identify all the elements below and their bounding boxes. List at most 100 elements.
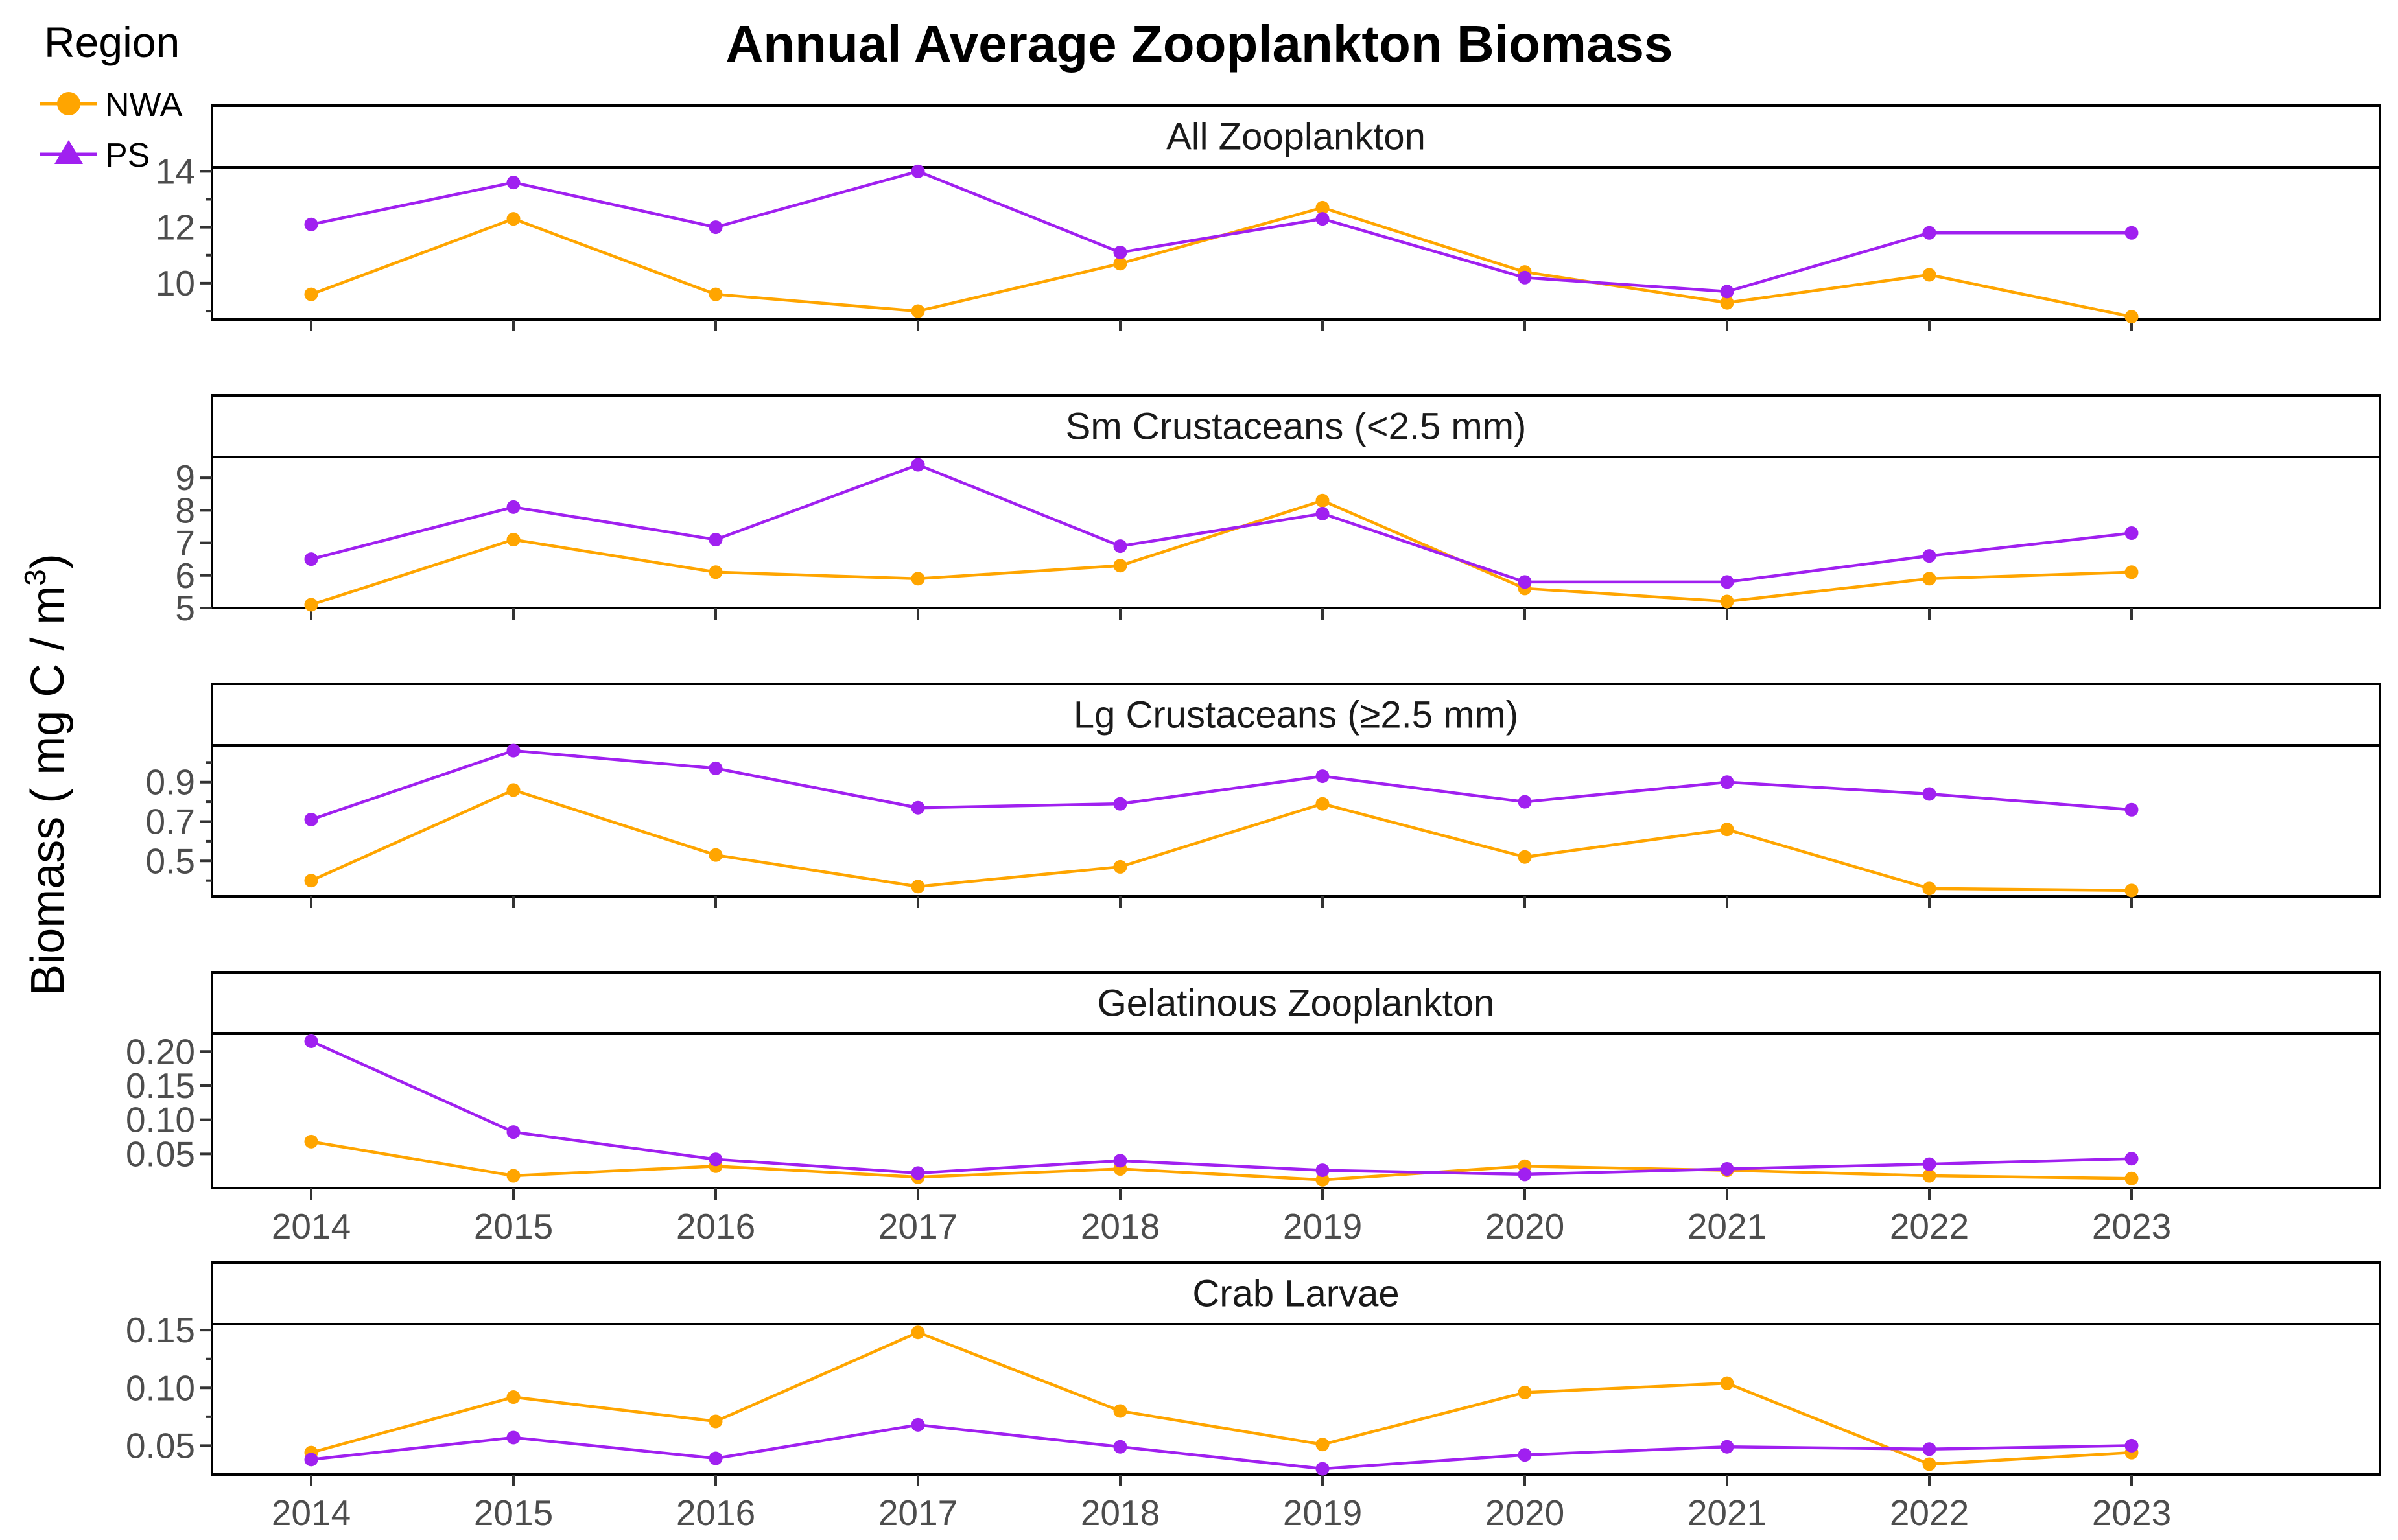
data-point-ps bbox=[709, 220, 723, 235]
data-point-ps bbox=[1922, 787, 1936, 801]
data-point-ps bbox=[1720, 285, 1734, 299]
data-point-nwa bbox=[1922, 268, 1936, 282]
data-point-ps bbox=[1315, 1163, 1330, 1178]
data-point-nwa bbox=[2124, 1171, 2139, 1185]
series-line-ps bbox=[311, 463, 2132, 584]
data-point-ps bbox=[1315, 212, 1330, 226]
panel-strip-label: Crab Larvae bbox=[1192, 1273, 1399, 1315]
y-tick-label: 0.05 bbox=[126, 1134, 195, 1174]
series-line-nwa bbox=[311, 499, 2132, 607]
x-tick-label: 2022 bbox=[1890, 1206, 1969, 1246]
legend-marker-ps bbox=[54, 140, 83, 164]
data-point-ps bbox=[911, 164, 925, 178]
data-point-nwa bbox=[1113, 859, 1127, 874]
data-point-nwa bbox=[709, 287, 723, 301]
legend-label-ps: PS bbox=[105, 137, 150, 174]
data-point-ps bbox=[1922, 226, 1936, 240]
data-point-ps bbox=[1518, 1167, 1532, 1182]
data-point-ps bbox=[709, 533, 723, 547]
series-line-nwa bbox=[311, 788, 2132, 892]
x-tick-label: 2019 bbox=[1283, 1493, 1362, 1533]
y-axis-label-superscript: 3 bbox=[18, 569, 52, 586]
data-point-nwa bbox=[911, 1325, 925, 1340]
x-tick-label: 2023 bbox=[2092, 1493, 2171, 1533]
panel-strip bbox=[211, 971, 2381, 1035]
y-tick-label: 10 bbox=[156, 263, 195, 303]
data-point-ps bbox=[1315, 506, 1330, 520]
data-point-ps bbox=[304, 812, 318, 826]
data-point-ps bbox=[1113, 1440, 1127, 1454]
facet-panels: All Zooplankton 10 12 14 Sm Crustaceans (<2.… bbox=[126, 104, 2381, 1533]
data-point-ps bbox=[506, 500, 521, 514]
data-point-ps bbox=[1720, 1162, 1734, 1176]
data-point-nwa bbox=[2124, 565, 2139, 579]
x-tick-label: 2015 bbox=[474, 1493, 553, 1533]
data-point-ps bbox=[1720, 1440, 1734, 1454]
legend-marker-nwa bbox=[57, 92, 80, 115]
panel-plot-area bbox=[211, 166, 2381, 321]
data-point-ps bbox=[1518, 1448, 1532, 1462]
data-point-nwa bbox=[1315, 1438, 1330, 1452]
series-line-ps bbox=[311, 749, 2132, 821]
data-point-ps bbox=[1922, 1442, 1936, 1456]
data-point-nwa bbox=[709, 565, 723, 579]
series-line-nwa bbox=[311, 1331, 2132, 1466]
y-tick-label: 0.10 bbox=[126, 1368, 195, 1408]
panel: Lg Crustaceans (≥2.5 mm) 0.50.70.9 bbox=[146, 682, 2381, 908]
data-point-nwa bbox=[1518, 1385, 1532, 1399]
panel-plot-area bbox=[211, 1032, 2381, 1189]
data-point-ps bbox=[1113, 1154, 1127, 1168]
data-point-ps bbox=[1720, 575, 1734, 589]
y-tick-label: 0.7 bbox=[146, 802, 195, 842]
series-line-ps bbox=[311, 170, 2132, 294]
legend-title: Region bbox=[44, 18, 180, 66]
y-tick-label: 0.10 bbox=[126, 1100, 195, 1140]
x-tick-label: 2021 bbox=[1687, 1206, 1767, 1246]
data-point-nwa bbox=[1720, 594, 1734, 609]
x-tick-label: 2023 bbox=[2092, 1206, 2171, 1246]
data-point-ps bbox=[709, 761, 723, 775]
panel: Crab Larvae 0.05 0.10 0.15 2014 2015 2016 2017 2… bbox=[126, 1261, 2381, 1533]
y-axis-label: Biomass ( mg C / m3) bbox=[18, 554, 74, 996]
panel-strip bbox=[211, 682, 2381, 747]
data-point-ps bbox=[1720, 775, 1734, 789]
legend-label-nwa: NWA bbox=[105, 86, 183, 124]
panel: All Zooplankton 10 12 14 bbox=[156, 104, 2381, 331]
data-point-nwa bbox=[2124, 883, 2139, 898]
series-line-ps bbox=[311, 1040, 2132, 1176]
y-tick-label: 0.5 bbox=[146, 841, 195, 881]
y-tick-label: 12 bbox=[156, 207, 195, 248]
data-point-ps bbox=[304, 217, 318, 231]
data-point-ps bbox=[911, 458, 925, 472]
data-point-ps bbox=[1315, 1462, 1330, 1476]
panel-strip bbox=[211, 104, 2381, 169]
y-tick-label: 5 bbox=[175, 588, 195, 628]
data-point-ps bbox=[2124, 802, 2139, 817]
data-point-ps bbox=[506, 743, 521, 758]
data-point-nwa bbox=[304, 1134, 318, 1149]
data-point-ps bbox=[1518, 795, 1532, 809]
data-point-nwa bbox=[911, 304, 925, 318]
data-point-ps bbox=[1113, 797, 1127, 811]
x-tick-label: 2014 bbox=[272, 1206, 351, 1246]
data-point-ps bbox=[304, 552, 318, 566]
data-point-nwa bbox=[506, 533, 521, 547]
x-tick-label: 2019 bbox=[1283, 1206, 1362, 1246]
x-tick-label: 2016 bbox=[676, 1206, 755, 1246]
x-tick-label: 2016 bbox=[676, 1493, 755, 1533]
data-point-nwa bbox=[1315, 797, 1330, 811]
data-point-nwa bbox=[911, 880, 925, 894]
data-point-ps bbox=[1113, 539, 1127, 554]
data-point-nwa bbox=[1315, 200, 1330, 215]
data-point-ps bbox=[1113, 245, 1127, 259]
data-point-nwa bbox=[1922, 881, 1936, 896]
panel-plot-area bbox=[211, 744, 2381, 898]
data-point-nwa bbox=[2124, 310, 2139, 324]
data-point-nwa bbox=[709, 1414, 723, 1429]
x-tick-label: 2015 bbox=[474, 1206, 553, 1246]
chart-title: Annual Average Zooplankton Biomass bbox=[726, 15, 1673, 73]
y-tick-label: 8 bbox=[175, 490, 195, 530]
panel-strip-label: All Zooplankton bbox=[1166, 116, 1426, 158]
